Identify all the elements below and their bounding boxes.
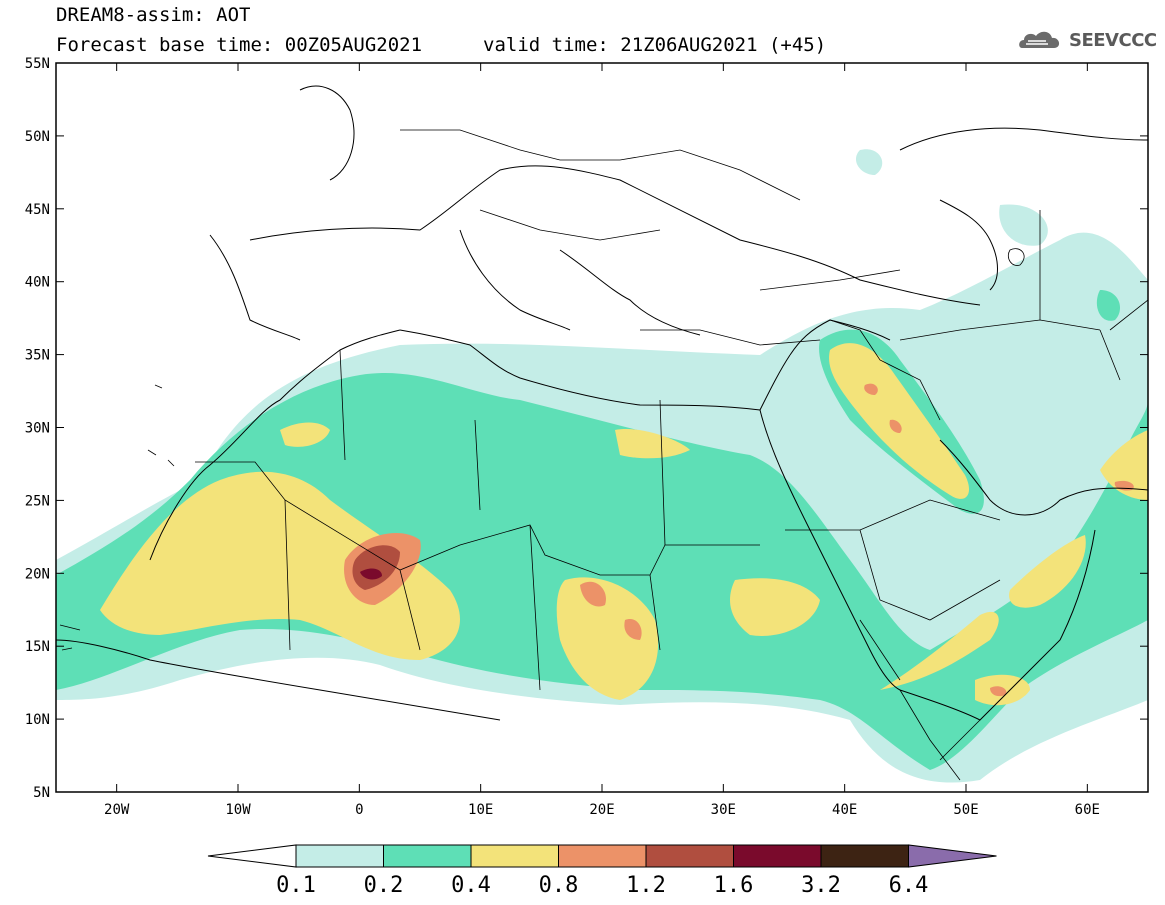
colorbar-level-label: 0.8: [539, 873, 579, 898]
colorbar-swatch: [383, 844, 472, 868]
lon-label: 40E: [832, 802, 857, 818]
lat-label: 25N: [25, 493, 50, 509]
lon-label: 10E: [468, 802, 493, 818]
forecast-base-time: Forecast base time: 00Z05AUG2021: [56, 34, 423, 56]
lat-label: 15N: [25, 639, 50, 655]
colorbar-level-label: 3.2: [801, 873, 841, 898]
colorbar-level-label: 0.1: [276, 873, 316, 898]
aot-contour-0.4: [100, 343, 1148, 706]
lat-label: 20N: [25, 566, 50, 582]
aot-contour-1.6: [360, 568, 382, 580]
colorbar-swatch: [470, 844, 559, 868]
aot-contour-1.2: [352, 545, 400, 590]
lon-label: 50E: [953, 802, 978, 818]
colorbar-swatch: [295, 844, 384, 868]
lat-label: 35N: [25, 348, 50, 364]
colorbar-swatch: [558, 844, 647, 868]
lat-label: 55N: [25, 56, 50, 72]
lat-label: 30N: [25, 421, 50, 437]
lat-label: 40N: [25, 275, 50, 291]
lon-label: 20W: [104, 802, 130, 818]
lat-label: 5N: [33, 785, 50, 801]
lon-label: 30E: [711, 802, 736, 818]
axis-ticks: [56, 62, 1148, 793]
colorbar-level-label: 1.2: [626, 873, 666, 898]
colorbar-level-label: 6.4: [889, 873, 929, 898]
colorbar-swatch: [645, 844, 734, 868]
lon-label: 20E: [589, 802, 614, 818]
map-title: DREAM8-assim: AOT: [56, 4, 251, 26]
lon-axis-labels: 20W 10W 0 10E 20E 30E 40E 50E 60E: [104, 802, 1100, 818]
colorbar-swatch: [820, 844, 909, 868]
country-borders: [195, 129, 1148, 781]
lon-label: 10W: [225, 802, 251, 818]
seevccc-logo-icon: [1019, 31, 1060, 48]
colorbar-over-triangle: [908, 844, 997, 868]
lat-label: 50N: [25, 129, 50, 145]
colorbar-level-label: 0.4: [451, 873, 491, 898]
colorbar-level-label: 1.6: [714, 873, 754, 898]
lon-label: 0: [355, 802, 363, 818]
lat-label: 10N: [25, 712, 50, 728]
coastlines: [56, 85, 1148, 721]
colorbar-under-triangle: [207, 844, 297, 868]
colorbar-swatch: [733, 844, 822, 868]
lake-islands: [59, 248, 1025, 651]
lat-label: 45N: [25, 202, 50, 218]
colorbar-level-label: 0.2: [364, 873, 404, 898]
lat-axis-labels: 55N 50N 45N 40N 35N 30N 25N 20N 15N 10N 5N: [25, 56, 50, 801]
logo-text: SEEVCCC: [1069, 30, 1157, 51]
valid-time: valid time: 21Z06AUG2021 (+45): [483, 34, 827, 56]
lon-label: 60E: [1075, 802, 1100, 818]
